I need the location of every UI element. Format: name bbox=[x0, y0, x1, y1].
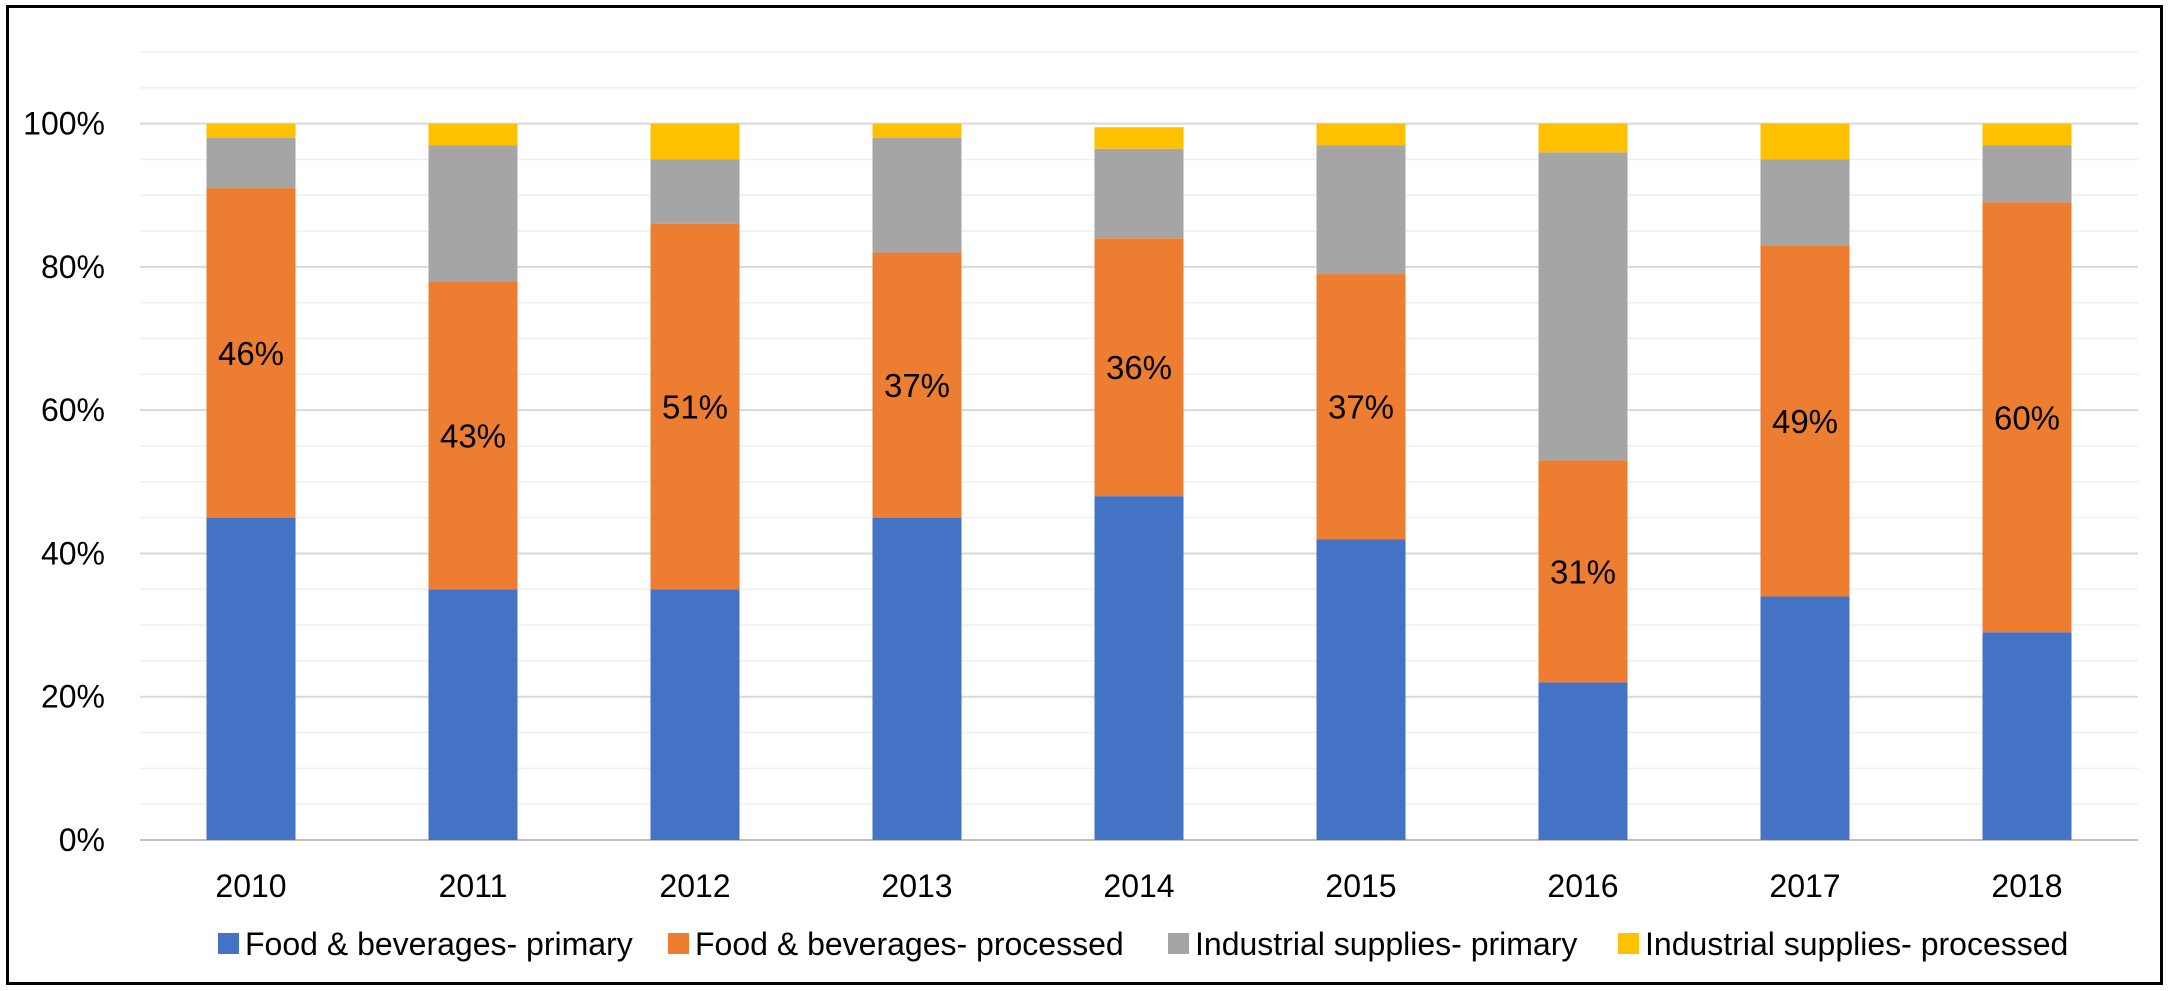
bar-segment-1 bbox=[650, 589, 740, 840]
x-tick-label: 2012 bbox=[659, 868, 730, 904]
y-tick-label: 0% bbox=[59, 822, 105, 858]
bar-segment-1 bbox=[1982, 632, 2072, 840]
bar-segment-2 bbox=[1094, 238, 1184, 497]
y-axis-ticks: 0% 20% 40% 60% 80% 100% bbox=[23, 106, 105, 858]
bars bbox=[206, 123, 2072, 840]
bar-segment-4 bbox=[872, 123, 962, 138]
bar-segment-4 bbox=[206, 123, 296, 138]
legend-swatch bbox=[1618, 933, 1639, 954]
x-tick-label: 2015 bbox=[1325, 868, 1396, 904]
bar-segment-1 bbox=[1316, 539, 1406, 840]
legend-swatch bbox=[218, 933, 239, 954]
bar-segment-4 bbox=[1982, 123, 2072, 146]
legend-label: Industrial supplies- primary bbox=[1195, 926, 1577, 962]
bar-segment-3 bbox=[206, 137, 296, 189]
x-tick-label: 2010 bbox=[215, 868, 286, 904]
data-label: 37% bbox=[884, 367, 950, 404]
y-tick-label: 100% bbox=[23, 106, 105, 142]
bar-segment-1 bbox=[1094, 496, 1184, 840]
bar-segment-3 bbox=[1094, 148, 1184, 239]
y-tick-label: 40% bbox=[41, 535, 105, 571]
bar-segment-1 bbox=[1538, 682, 1628, 840]
bar-segment-3 bbox=[650, 159, 740, 224]
y-tick-label: 20% bbox=[41, 679, 105, 715]
bar-segment-3 bbox=[1316, 145, 1406, 275]
legend-label: Food & beverages- processed bbox=[695, 926, 1124, 962]
bar-segment-4 bbox=[1538, 123, 1628, 153]
bar-segment-4 bbox=[650, 123, 740, 160]
bar-segment-4 bbox=[1094, 127, 1184, 149]
data-labels: 46% 43% 51% 37% 36% 37% 31% 49% 60% bbox=[218, 335, 2060, 590]
x-tick-label: 2013 bbox=[881, 868, 952, 904]
legend-swatch bbox=[668, 933, 689, 954]
bar-segment-3 bbox=[1538, 152, 1628, 461]
legend: Food & beverages- primary Food & beverage… bbox=[218, 926, 2068, 962]
legend-label: Food & beverages- primary bbox=[245, 926, 633, 962]
bar-segment-2 bbox=[428, 281, 518, 590]
data-label: 51% bbox=[662, 389, 728, 426]
bar-segment-2 bbox=[1760, 245, 1850, 597]
x-tick-label: 2016 bbox=[1547, 868, 1618, 904]
data-label: 46% bbox=[218, 335, 284, 372]
bar-segment-2 bbox=[1982, 202, 2072, 633]
y-tick-label: 80% bbox=[41, 249, 105, 285]
bar-segment-1 bbox=[206, 517, 296, 840]
x-tick-label: 2017 bbox=[1769, 868, 1840, 904]
x-tick-label: 2018 bbox=[1991, 868, 2062, 904]
x-tick-label: 2011 bbox=[439, 868, 508, 904]
bar-segment-4 bbox=[428, 123, 518, 146]
data-label: 60% bbox=[1994, 399, 2060, 436]
bar-segment-1 bbox=[1760, 596, 1850, 840]
bar-segment-2 bbox=[872, 252, 962, 518]
bar-segment-1 bbox=[872, 517, 962, 840]
bar-segment-2 bbox=[206, 188, 296, 518]
bar-segment-4 bbox=[1760, 123, 1850, 160]
bar-segment-3 bbox=[872, 137, 962, 253]
bar-segment-2 bbox=[1316, 274, 1406, 540]
data-label: 31% bbox=[1550, 553, 1616, 590]
y-tick-label: 60% bbox=[41, 392, 105, 428]
x-tick-label: 2014 bbox=[1103, 868, 1174, 904]
data-label: 49% bbox=[1772, 403, 1838, 440]
bar-segment-3 bbox=[1982, 145, 2072, 203]
data-label: 37% bbox=[1328, 389, 1394, 426]
data-label: 36% bbox=[1106, 349, 1172, 386]
bar-segment-4 bbox=[1316, 123, 1406, 146]
data-label: 43% bbox=[440, 417, 506, 454]
x-axis-ticks: 2010 2011 2012 2013 2014 2015 2016 2017 2018 bbox=[215, 868, 2062, 904]
bar-segment-2 bbox=[1538, 460, 1628, 683]
legend-swatch bbox=[1168, 933, 1189, 954]
bar-segment-3 bbox=[428, 145, 518, 282]
bar-segment-1 bbox=[428, 589, 518, 840]
legend-label: Industrial supplies- processed bbox=[1645, 926, 2068, 962]
bar-segment-2 bbox=[650, 223, 740, 590]
bar-segment-3 bbox=[1760, 159, 1850, 246]
